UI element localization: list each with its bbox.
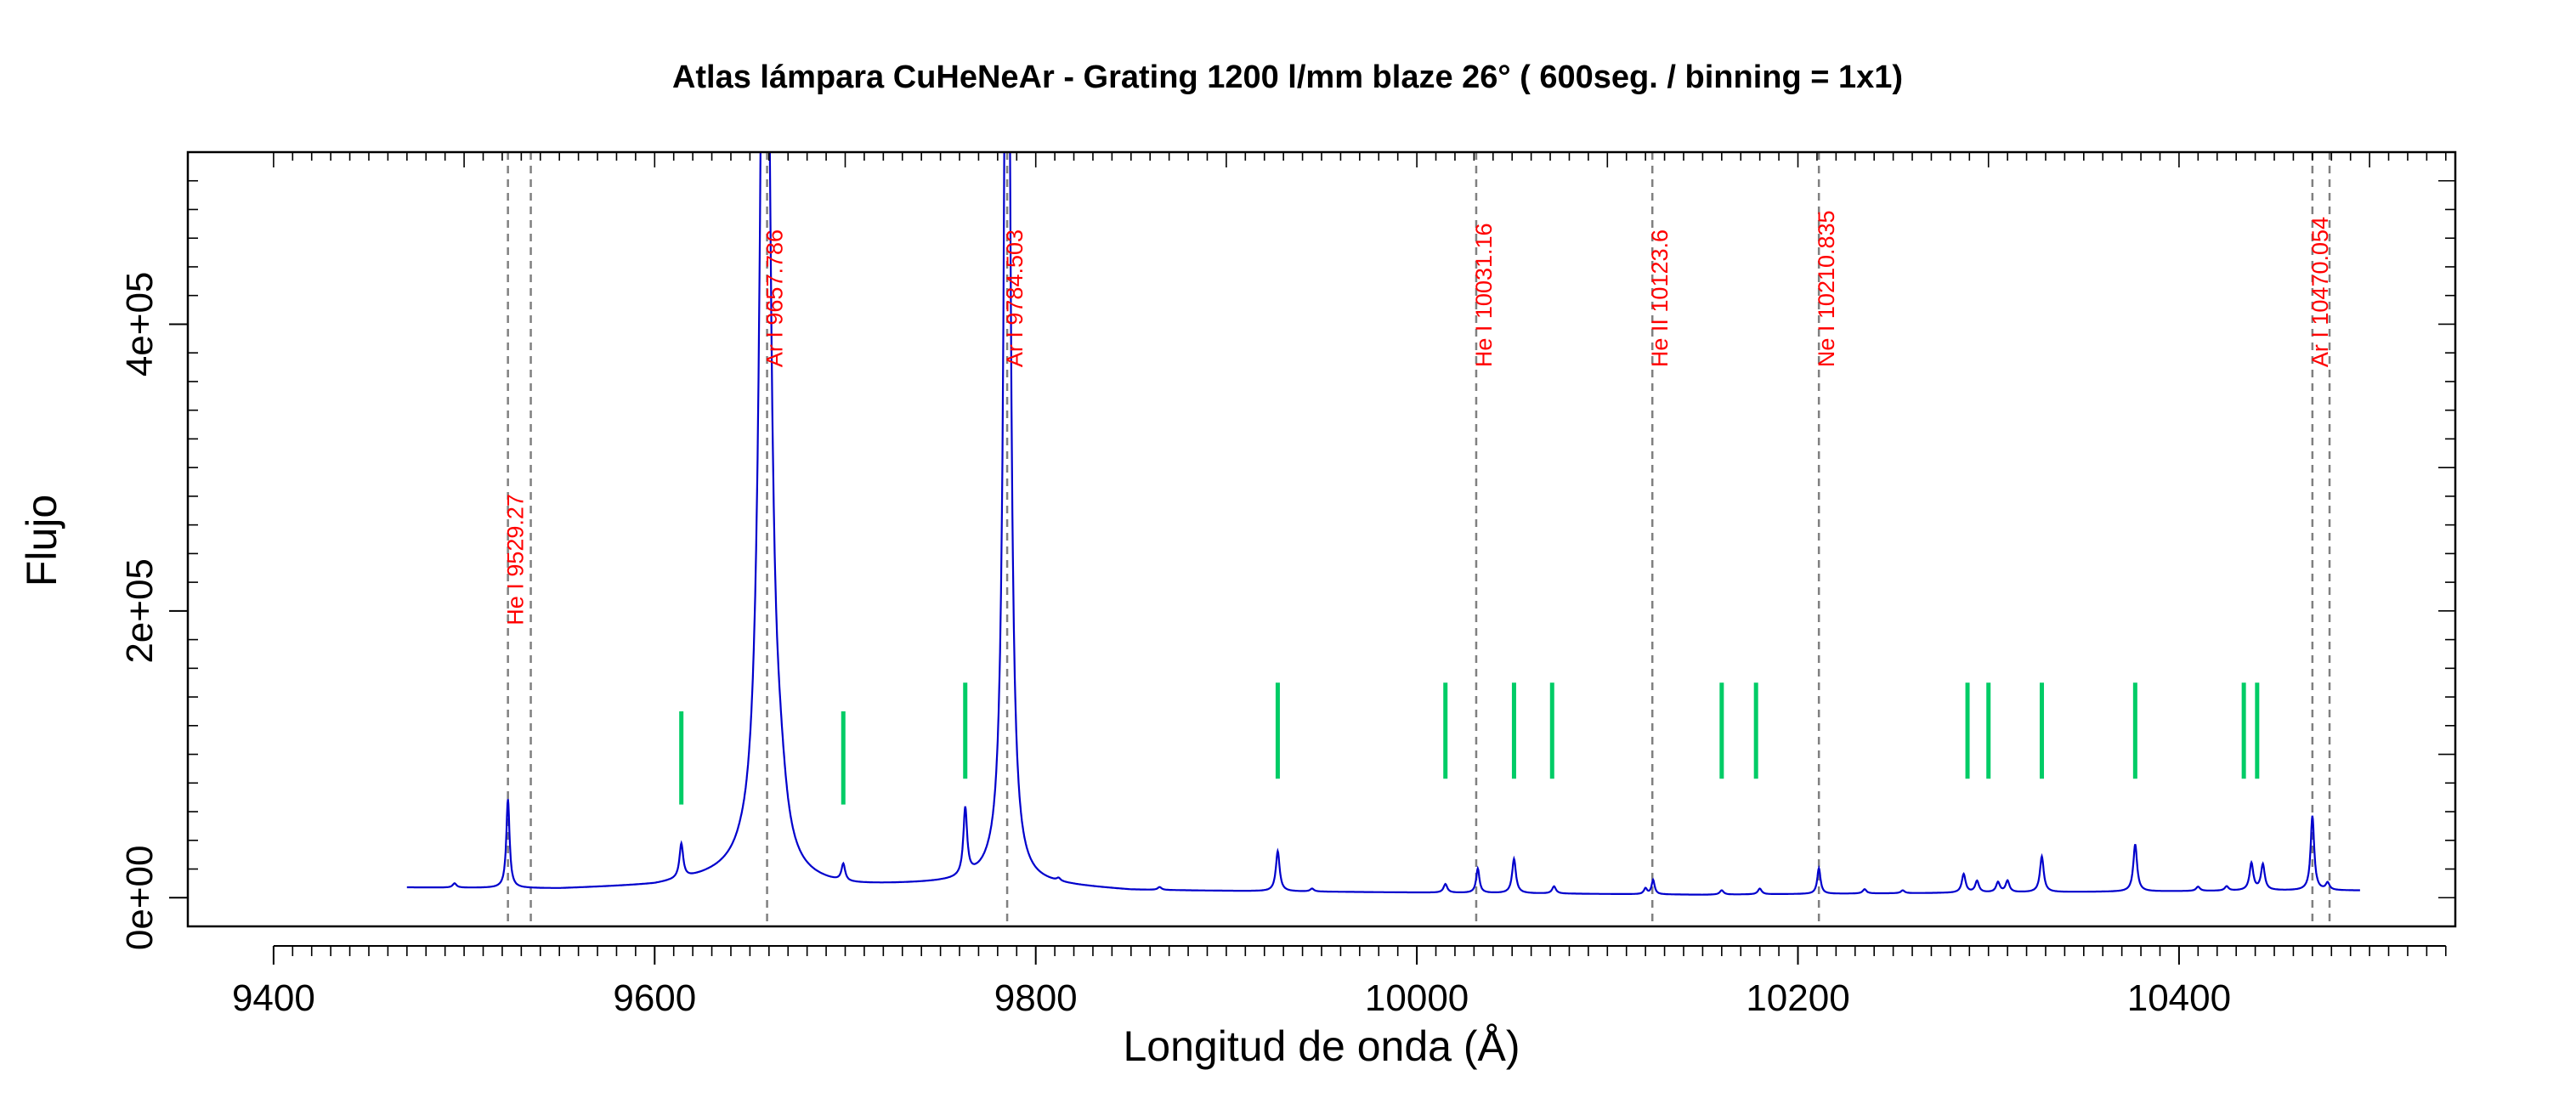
x-tick-label: 9600 [613,977,696,1019]
reference-line-label: Ar I 9657.786 [762,229,788,367]
reference-line-label: He I 10031.16 [1471,223,1497,367]
reference-line-label: Ar I 9784.503 [1002,229,1028,367]
reference-line-label: Ar I 10470.054 [2307,217,2333,367]
y-tick-label: 0e+00 [119,846,161,951]
x-tick-label: 10200 [1746,977,1849,1019]
plot-area [406,152,2360,926]
x-tick-label: 9800 [994,977,1078,1019]
spectrum-line [406,152,2360,896]
y-axis-label: Flujo [18,495,65,586]
axes: 9400 9600 9800 10000 10200 10400 0e+00 2e+05 4e+… [119,152,2455,1019]
chart-title: Atlas lámpara CuHeNeAr - Grating 1200 l/… [672,59,1903,95]
y-tick-label: 2e+05 [119,558,161,664]
x-tick-label: 9400 [232,977,315,1019]
reference-line-label: Ne I 10210.835 [1814,210,1839,367]
x-axis-label: Longitud de onda (Å) [1123,1022,1520,1070]
x-tick-label: 10000 [1365,977,1469,1019]
x-tick-label: 10400 [2127,977,2231,1019]
reference-line-label: He I 9529.27 [503,494,529,626]
y-tick-label: 4e+05 [119,272,161,377]
reference-line-label: He II 10123.6 [1647,229,1673,367]
